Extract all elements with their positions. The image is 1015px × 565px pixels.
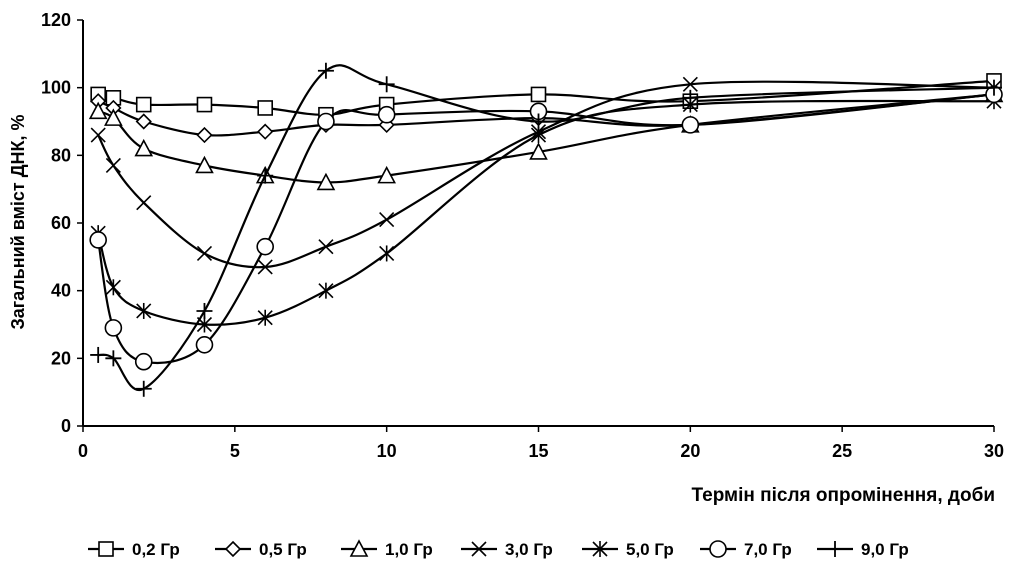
data-point-diamond xyxy=(196,126,213,144)
legend-item: 0,5 Гр xyxy=(215,540,307,559)
data-point-plus xyxy=(378,76,395,93)
data-point-x xyxy=(105,157,121,174)
data-point-plus xyxy=(827,541,843,557)
data-point-plus xyxy=(257,167,274,184)
data-point-asterisk xyxy=(257,309,273,326)
data-point-x xyxy=(196,245,213,262)
legend-label: 3,0 Гр xyxy=(505,540,553,559)
data-point-x xyxy=(136,195,152,211)
x-tick-label: 25 xyxy=(832,441,852,461)
series-group xyxy=(88,62,1004,397)
y-tick-label: 0 xyxy=(61,416,71,436)
data-point-square xyxy=(135,96,152,113)
data-point-triangle xyxy=(316,172,336,191)
data-point-diamond xyxy=(135,113,152,130)
y-axis-label: Загальний вміст ДНК, % xyxy=(8,114,28,329)
data-point-x xyxy=(257,259,273,275)
data-point-plus xyxy=(90,346,107,363)
series-4 xyxy=(90,76,1002,275)
x-tick-label: 10 xyxy=(377,441,397,461)
legend-item: 5,0 Гр xyxy=(582,540,674,559)
data-point-asterisk xyxy=(318,282,334,299)
data-point-asterisk xyxy=(592,541,608,557)
legend-label: 0,5 Гр xyxy=(259,540,307,559)
data-point-plus xyxy=(530,113,547,130)
data-point-x xyxy=(318,239,334,255)
data-point-circle xyxy=(317,112,335,131)
data-point-circle xyxy=(195,335,214,354)
legend-item: 0,2 Гр xyxy=(88,540,180,559)
data-point-triangle xyxy=(195,155,214,174)
data-point-asterisk xyxy=(105,279,121,296)
data-point-plus xyxy=(196,302,213,319)
legend-item: 1,0 Гр xyxy=(341,539,433,559)
y-tick-label: 40 xyxy=(51,281,71,301)
legend-label: 9,0 Гр xyxy=(861,540,909,559)
data-point-x xyxy=(379,212,395,228)
legend-label: 0,2 Гр xyxy=(132,540,180,559)
y-tick-label: 60 xyxy=(51,213,71,233)
data-point-triangle xyxy=(349,539,369,557)
data-point-circle xyxy=(681,116,700,134)
x-tick-label: 30 xyxy=(984,441,1004,461)
data-point-asterisk xyxy=(530,127,547,144)
legend-item: 9,0 Гр xyxy=(817,540,909,559)
data-point-circle xyxy=(709,540,727,558)
data-point-circle xyxy=(134,352,153,371)
x-axis-label: Термін після опромінення, доби xyxy=(691,485,995,506)
legend-item: 3,0 Гр xyxy=(461,540,553,559)
axes: 0 20 40 60 80 100 120 0 5 10 15 20 25 30 xyxy=(41,10,1004,461)
data-point-circle xyxy=(256,237,275,256)
legend: 0,2 Гр 0,5 Гр 1,0 Гр 3,0 Гр 5,0 Гр 7,0 Гр 9,0 … xyxy=(88,539,909,559)
legend-label: 5,0 Гр xyxy=(626,540,674,559)
data-point-asterisk xyxy=(379,245,395,262)
data-point-asterisk xyxy=(136,302,152,319)
x-tick-label: 0 xyxy=(78,441,88,461)
data-point-diamond xyxy=(257,123,274,140)
data-point-triangle xyxy=(377,165,396,184)
data-point-x xyxy=(90,127,106,143)
data-point-triangle xyxy=(529,142,548,160)
data-point-triangle xyxy=(134,138,154,157)
data-point-circle xyxy=(104,319,123,337)
data-point-x xyxy=(471,541,487,557)
data-point-diamond xyxy=(224,540,242,558)
data-point-square xyxy=(530,86,547,103)
legend-item: 7,0 Гр xyxy=(700,540,792,559)
y-tick-label: 80 xyxy=(51,145,71,165)
data-point-plus xyxy=(986,79,1002,96)
data-point-x xyxy=(682,76,698,92)
data-point-triangle xyxy=(88,101,108,120)
data-point-square xyxy=(196,96,213,113)
x-tick-label: 20 xyxy=(680,441,700,461)
data-point-triangle xyxy=(104,108,123,126)
legend-label: 1,0 Гр xyxy=(385,540,433,559)
x-tick-label: 15 xyxy=(528,441,548,461)
y-tick-label: 120 xyxy=(41,10,71,30)
x-tick-label: 5 xyxy=(230,441,240,461)
data-point-square xyxy=(257,100,274,116)
data-point-plus xyxy=(317,62,334,79)
data-point-square xyxy=(98,541,114,557)
data-point-plus xyxy=(135,380,152,397)
data-point-circle xyxy=(377,105,396,124)
data-point-plus xyxy=(682,89,699,106)
data-point-plus xyxy=(105,350,122,367)
y-tick-label: 20 xyxy=(51,348,71,368)
y-tick-label: 100 xyxy=(41,78,71,98)
legend-label: 7,0 Гр xyxy=(744,540,792,559)
series-7 xyxy=(90,62,1002,397)
data-point-circle xyxy=(89,231,107,249)
